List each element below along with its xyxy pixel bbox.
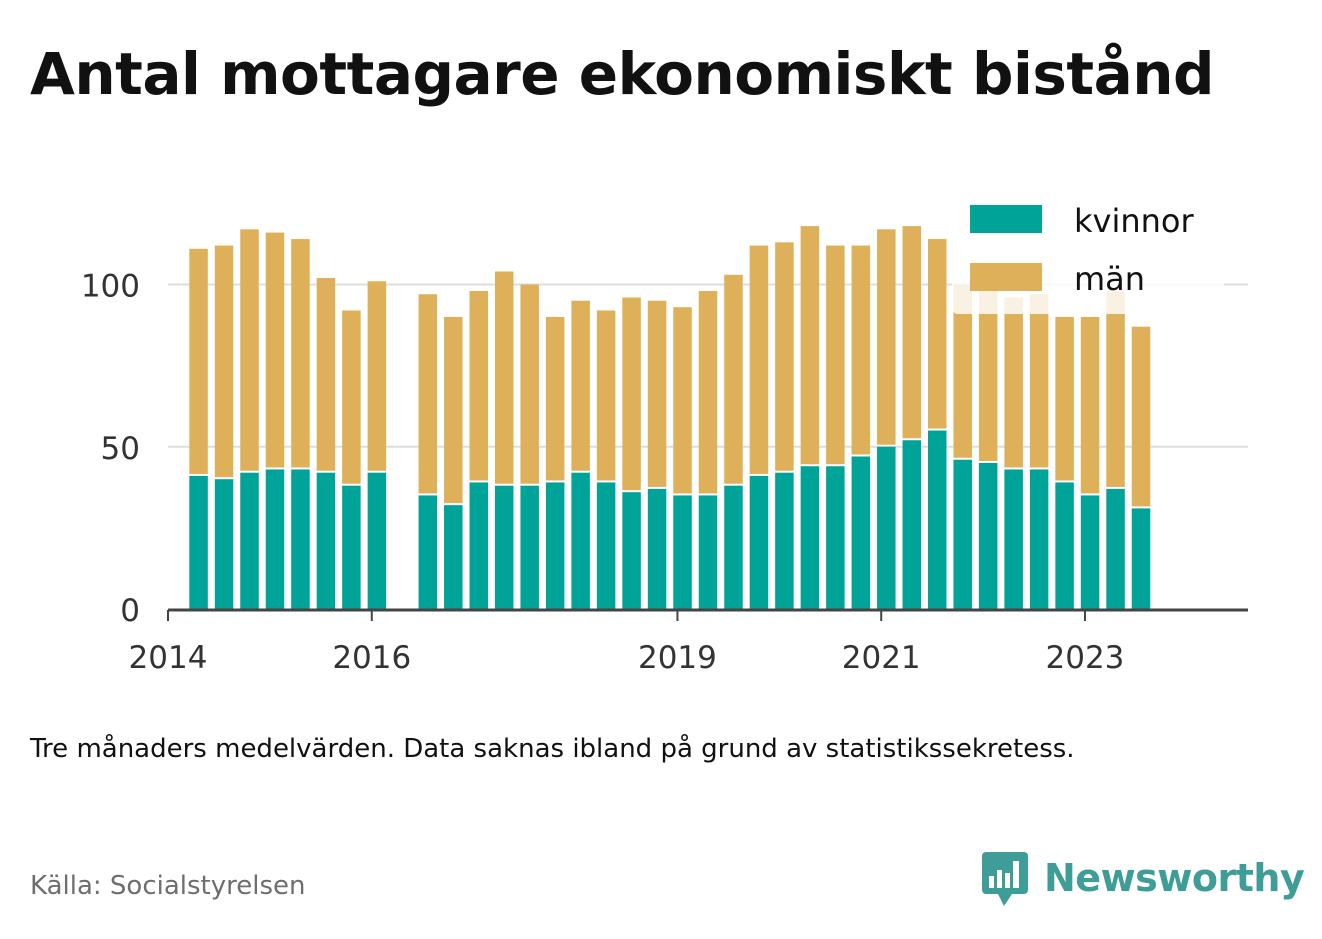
bar-man (902, 226, 922, 439)
bar-kvinnor (1131, 508, 1151, 609)
bar-kvinnor (214, 479, 234, 609)
bar-man (1080, 316, 1100, 494)
bar-man (469, 290, 489, 481)
y-tick-label: 0 (120, 593, 140, 629)
bar-kvinnor (953, 459, 972, 609)
bar-kvinnor (316, 472, 336, 609)
bar-kvinnor (698, 495, 718, 609)
bar-man (724, 274, 743, 484)
x-axis: 2014 2016 2019 2021 2023 (129, 608, 1248, 676)
x-tick-label: 2021 (842, 640, 921, 676)
bar-man (1106, 290, 1125, 487)
bar-kvinnor (647, 488, 667, 609)
bar-man (214, 245, 234, 478)
stacked-bar-chart: 0 50 100 2014 2016 2019 2021 2023 kvinnor män (80, 190, 1248, 676)
bar-man (418, 294, 438, 494)
bar-kvinnor (622, 492, 641, 609)
bar-kvinnor (877, 446, 896, 609)
x-tick-label: 2019 (638, 640, 717, 676)
legend-label: män (1074, 260, 1145, 298)
bar-man (622, 297, 641, 491)
chart-title: Antal mottagare ekonomiskt bistånd (30, 40, 1215, 108)
y-tick-label: 50 (101, 431, 140, 467)
bar-man (1004, 297, 1023, 468)
bar-kvinnor (367, 472, 387, 609)
bar-man (851, 245, 871, 455)
bar-man (367, 281, 387, 471)
bar-man (647, 300, 667, 487)
bar-man (189, 248, 208, 474)
newsworthy-logo-icon (982, 852, 1028, 906)
bar-kvinnor (1080, 495, 1100, 609)
bar-man (673, 307, 692, 494)
legend-label: kvinnor (1074, 202, 1195, 240)
bar-kvinnor (571, 472, 590, 609)
bar-kvinnor (494, 485, 514, 609)
bar-kvinnor (749, 475, 769, 609)
bar-man (545, 316, 565, 481)
bar-kvinnor (469, 482, 489, 609)
bar-kvinnor (265, 469, 285, 609)
bar-kvinnor (800, 466, 820, 609)
x-tick-label: 2016 (332, 640, 411, 676)
bar-kvinnor (291, 469, 310, 609)
bar-man (1029, 294, 1049, 468)
source-credit: Källa: Socialstyrelsen (30, 871, 306, 901)
bar-man (749, 245, 769, 474)
brand-name: Newsworthy (1044, 856, 1305, 900)
bar-man (877, 229, 896, 445)
bar-kvinnor (1004, 469, 1023, 609)
bar-man (953, 284, 972, 458)
bar-man (698, 290, 718, 494)
bar-kvinnor (673, 495, 692, 609)
bar-kvinnor (902, 440, 922, 609)
legend-swatch (970, 205, 1042, 233)
bar-man (571, 300, 590, 471)
bar-kvinnor (1055, 482, 1074, 609)
bar-man (927, 239, 947, 429)
bar-man (800, 226, 820, 465)
bar-kvinnor (596, 482, 616, 609)
bars (189, 226, 1151, 609)
bar-man (316, 278, 336, 471)
bar-kvinnor (826, 466, 845, 609)
bar-kvinnor (775, 472, 794, 609)
bar-kvinnor (1106, 488, 1125, 609)
bar-kvinnor (189, 475, 208, 609)
bar-man (1055, 316, 1074, 481)
bar-man (826, 245, 845, 465)
y-axis-ticks: 0 50 100 (81, 269, 140, 630)
bar-kvinnor (545, 482, 565, 609)
x-tick-label: 2014 (129, 640, 208, 676)
bar-man (444, 316, 463, 504)
bar-kvinnor (240, 472, 259, 609)
bar-man (775, 242, 794, 471)
bar-kvinnor (520, 485, 539, 609)
bar-kvinnor (724, 485, 743, 609)
bar-man (342, 310, 361, 484)
newsworthy-brand: Newsworthy (982, 848, 1305, 908)
bar-man (596, 310, 616, 481)
bar-kvinnor (927, 430, 947, 609)
bar-kvinnor (978, 462, 998, 609)
bar-kvinnor (444, 505, 463, 609)
chart-note: Tre månaders medelvärden. Data saknas ib… (30, 734, 1075, 764)
bar-man (240, 229, 259, 471)
bar-kvinnor (1029, 469, 1049, 609)
bar-man (978, 290, 998, 461)
bar-man (1131, 326, 1151, 507)
legend: kvinnor män (952, 190, 1224, 314)
bar-man (265, 232, 285, 468)
bar-kvinnor (851, 456, 871, 609)
bar-kvinnor (342, 485, 361, 609)
legend-swatch (970, 263, 1042, 291)
bar-kvinnor (418, 495, 438, 609)
x-tick-label: 2023 (1046, 640, 1125, 676)
bar-man (520, 284, 539, 484)
bar-man (494, 271, 514, 484)
y-tick-label: 100 (81, 269, 140, 305)
bar-man (291, 239, 310, 468)
